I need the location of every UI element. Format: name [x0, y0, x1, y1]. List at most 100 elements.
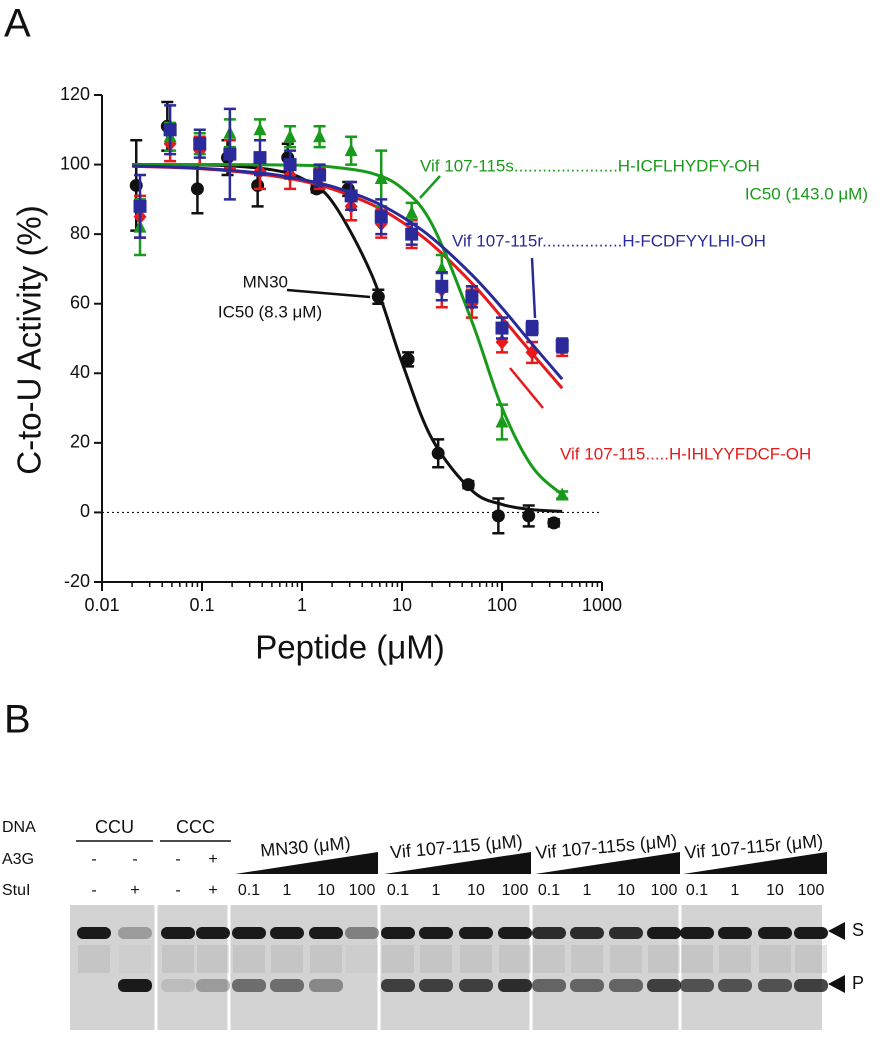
band-p	[532, 979, 566, 992]
concentration-label: 10	[467, 882, 485, 899]
smear	[719, 945, 751, 973]
data-point	[163, 123, 177, 137]
concentration-wedge	[683, 852, 827, 874]
y-tick-label: 60	[70, 292, 90, 312]
band-s	[570, 927, 604, 939]
band-s	[532, 927, 566, 939]
data-point	[193, 137, 207, 151]
data-point	[555, 338, 569, 352]
data-point	[491, 509, 505, 523]
y-axis-title: C-to-U Activity (%)	[11, 205, 48, 475]
data-point	[405, 205, 419, 219]
data-point	[374, 170, 388, 184]
data-point	[223, 147, 237, 161]
band-s	[77, 927, 111, 939]
concentration-label: 0.1	[238, 882, 260, 899]
data-point	[495, 414, 509, 428]
a3g-sign: +	[208, 851, 217, 868]
concentration-label: 0.1	[686, 882, 708, 899]
data-point	[253, 151, 267, 165]
band-s	[161, 927, 195, 939]
smear	[78, 945, 110, 973]
smear	[233, 945, 265, 973]
concentration-label: 100	[349, 882, 376, 899]
data-point	[461, 478, 475, 492]
x-tick-label: 0.01	[84, 595, 119, 615]
pointer-line	[530, 257, 537, 319]
band-p	[419, 979, 453, 992]
data-point	[253, 122, 267, 136]
data-point	[495, 321, 509, 335]
y-tick-label: 100	[60, 153, 90, 173]
x-tick-label: 1000	[582, 595, 622, 615]
data-point	[401, 352, 415, 366]
substrate-label: CCC	[176, 817, 215, 837]
band-label: S	[852, 920, 864, 940]
smear	[648, 945, 680, 973]
smear	[681, 945, 713, 973]
band-p	[570, 979, 604, 992]
stui-sign: -	[175, 882, 180, 899]
band-p	[498, 979, 532, 992]
pointer-line	[509, 367, 544, 409]
band-s	[609, 927, 643, 939]
row-label: StuI	[2, 882, 30, 899]
band-s	[309, 927, 343, 939]
band-p	[647, 979, 681, 992]
band-p	[381, 979, 415, 992]
a3g-sign: -	[175, 851, 180, 868]
x-axis-title: Peptide (μM)	[255, 629, 445, 666]
smear	[533, 945, 565, 973]
smear	[162, 945, 194, 973]
band-p	[270, 979, 304, 992]
smear	[271, 945, 303, 973]
band-p	[161, 979, 195, 992]
annotation: IC50 (8.3 μM)	[218, 302, 322, 321]
band-s	[270, 927, 304, 939]
data-point	[431, 446, 445, 460]
concentration-wedge	[235, 852, 378, 874]
band-p	[459, 979, 493, 992]
data-point	[555, 487, 569, 501]
band-p	[232, 979, 266, 992]
y-tick-label: 120	[60, 84, 90, 104]
smear	[310, 945, 342, 973]
data-point	[405, 227, 419, 241]
smear	[197, 945, 229, 973]
series-label: Vif 107-115.....H-IHLYYFDCF-OH	[560, 444, 811, 463]
band-s	[758, 927, 792, 939]
band-p	[680, 979, 714, 992]
row-label: A3G	[2, 851, 34, 868]
row-label: DNA	[2, 819, 36, 836]
band-s	[794, 927, 828, 939]
smear	[499, 945, 531, 973]
titration-label: MN30 (μM)	[260, 833, 352, 861]
band-s	[718, 927, 752, 939]
concentration-label: 1	[283, 882, 292, 899]
smear	[382, 945, 414, 973]
concentration-label: 100	[651, 882, 678, 899]
concentration-label: 0.1	[538, 882, 560, 899]
concentration-wedge	[384, 852, 531, 874]
x-tick-label: 0.1	[189, 595, 214, 615]
data-point	[465, 290, 479, 304]
data-point	[374, 210, 388, 224]
band-s	[345, 927, 379, 939]
band-s	[419, 927, 453, 939]
band-s	[118, 927, 152, 939]
data-point	[133, 199, 147, 213]
series-label: Vif 107-115s......................H-ICFL…	[420, 156, 760, 175]
concentration-label: 0.1	[387, 882, 409, 899]
band-s	[680, 927, 714, 939]
stui-sign: +	[130, 882, 139, 899]
data-point	[283, 129, 297, 143]
x-tick-label: 100	[487, 595, 517, 615]
series-label: MN30	[243, 272, 288, 291]
gel-background	[70, 905, 822, 1030]
annotation: IC50 (143.0 μM)	[745, 184, 868, 203]
y-tick-label: -20	[64, 571, 90, 591]
stui-sign: -	[91, 882, 96, 899]
band-p	[118, 979, 152, 992]
data-point	[371, 290, 385, 304]
